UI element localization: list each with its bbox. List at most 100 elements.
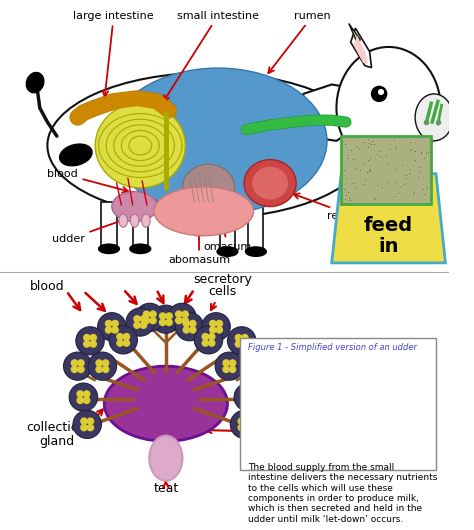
Circle shape [144, 317, 150, 324]
Text: milk duct: milk duct [280, 426, 337, 438]
Ellipse shape [109, 68, 327, 214]
Circle shape [84, 341, 90, 347]
Circle shape [69, 383, 98, 411]
Circle shape [215, 352, 244, 380]
Circle shape [144, 311, 150, 317]
Circle shape [160, 319, 166, 325]
Circle shape [90, 341, 96, 347]
Ellipse shape [217, 247, 238, 257]
Circle shape [168, 303, 196, 331]
Circle shape [228, 326, 256, 355]
Circle shape [123, 340, 129, 346]
Circle shape [183, 327, 190, 333]
Circle shape [72, 360, 78, 366]
Circle shape [223, 366, 229, 373]
Circle shape [123, 333, 129, 340]
Text: udder: udder [52, 217, 130, 244]
Ellipse shape [337, 47, 441, 169]
Text: abomasum: abomasum [168, 230, 230, 266]
Circle shape [242, 341, 248, 347]
Circle shape [216, 321, 222, 326]
Polygon shape [303, 84, 365, 141]
Circle shape [77, 391, 83, 397]
Circle shape [247, 360, 254, 366]
Ellipse shape [149, 436, 182, 481]
Circle shape [84, 334, 90, 341]
Circle shape [176, 311, 182, 317]
Polygon shape [351, 28, 372, 68]
Circle shape [254, 360, 260, 366]
Circle shape [140, 322, 146, 328]
Text: in: in [378, 237, 399, 257]
Circle shape [77, 397, 83, 403]
Circle shape [81, 418, 87, 425]
Text: gland: gland [39, 435, 74, 448]
Circle shape [202, 340, 209, 346]
Circle shape [209, 340, 215, 346]
Circle shape [83, 397, 90, 403]
Circle shape [87, 418, 93, 425]
Circle shape [106, 321, 112, 326]
FancyBboxPatch shape [240, 338, 436, 470]
Bar [248, 202, 264, 252]
Bar [220, 202, 235, 252]
Circle shape [109, 326, 137, 354]
Circle shape [234, 383, 263, 411]
Circle shape [166, 313, 172, 319]
Circle shape [134, 316, 140, 322]
Ellipse shape [246, 247, 266, 257]
Circle shape [73, 410, 101, 438]
Circle shape [112, 321, 118, 326]
Ellipse shape [182, 164, 235, 211]
Circle shape [136, 303, 164, 331]
Circle shape [182, 311, 188, 317]
Ellipse shape [154, 187, 254, 236]
Circle shape [209, 333, 215, 340]
Circle shape [247, 366, 254, 373]
Circle shape [102, 360, 109, 366]
Circle shape [182, 317, 188, 324]
Text: blood: blood [47, 169, 128, 192]
Circle shape [176, 317, 182, 324]
Text: teat: teat [153, 482, 179, 494]
Circle shape [229, 366, 236, 373]
Circle shape [96, 366, 102, 373]
Polygon shape [349, 23, 360, 45]
Text: feed: feed [364, 216, 413, 235]
Circle shape [160, 313, 166, 319]
Circle shape [72, 366, 78, 373]
Circle shape [175, 313, 204, 341]
Polygon shape [332, 174, 446, 263]
Ellipse shape [60, 144, 92, 166]
Circle shape [202, 333, 209, 340]
Bar [101, 202, 117, 249]
Circle shape [112, 327, 118, 333]
Circle shape [117, 333, 123, 340]
Text: blood: blood [30, 280, 64, 293]
Circle shape [379, 90, 383, 94]
Text: Figure 1 - Simplified version of an udder: Figure 1 - Simplified version of an udde… [248, 342, 417, 351]
Text: reticulum: reticulum [293, 193, 380, 221]
Circle shape [242, 397, 248, 403]
Ellipse shape [119, 214, 128, 227]
Ellipse shape [104, 366, 228, 441]
Circle shape [210, 321, 216, 326]
Circle shape [134, 322, 140, 328]
Bar [341, 136, 431, 204]
Circle shape [242, 334, 248, 341]
Ellipse shape [112, 191, 157, 222]
Circle shape [166, 319, 172, 325]
Ellipse shape [142, 214, 150, 227]
Ellipse shape [244, 160, 296, 207]
Circle shape [190, 327, 196, 333]
Circle shape [223, 360, 229, 366]
Circle shape [78, 360, 84, 366]
Text: large intestine: large intestine [73, 11, 154, 96]
Text: cells: cells [209, 285, 237, 298]
Circle shape [140, 316, 146, 322]
Circle shape [83, 391, 90, 397]
Circle shape [98, 313, 126, 341]
Circle shape [245, 418, 251, 425]
Bar [133, 202, 148, 249]
Circle shape [87, 425, 93, 431]
